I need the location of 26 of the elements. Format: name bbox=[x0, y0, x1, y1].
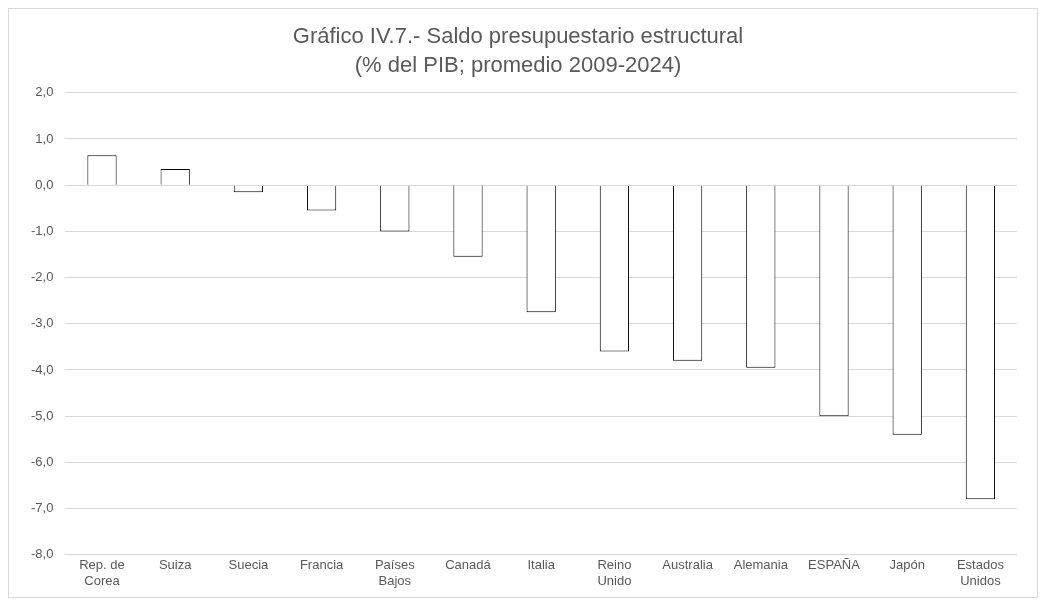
y-tick-label: 1,0 bbox=[35, 130, 54, 146]
y-tick-label: -8,0 bbox=[30, 546, 54, 562]
chart-title: Gráfico IV.7.- Saldo presupuestario estructural bbox=[292, 23, 744, 49]
x-tick-label: Francia bbox=[299, 557, 345, 573]
x-tick-label: Reino Unido bbox=[597, 557, 632, 588]
x-tick-label: ESPAÑA bbox=[808, 557, 861, 573]
x-tick-label: Canadá bbox=[445, 557, 492, 573]
x-tick-label: Australia bbox=[662, 557, 714, 573]
chart-subtitle: (% del PIB; promedio 2009-2024) bbox=[354, 51, 682, 77]
x-tick-label: Estados Unidos bbox=[956, 557, 1005, 588]
y-tick-label: -7,0 bbox=[30, 500, 54, 516]
y-tick-label: 0,0 bbox=[35, 176, 54, 192]
x-tick-label: Suecia bbox=[228, 557, 270, 573]
x-tick-label: Países Bajos bbox=[374, 557, 416, 588]
x-tick-label: Alemania bbox=[733, 557, 789, 573]
y-tick-label: -3,0 bbox=[30, 315, 54, 331]
x-tick-label: Suiza bbox=[158, 557, 193, 573]
x-tick-label: Japón bbox=[889, 557, 925, 573]
y-tick-label: -1,0 bbox=[30, 222, 54, 238]
x-tick-label: Rep. de Corea bbox=[79, 557, 125, 588]
y-tick-label: -6,0 bbox=[30, 453, 54, 469]
y-tick-label: 2,0 bbox=[35, 84, 54, 100]
y-tick-label: -2,0 bbox=[30, 269, 54, 285]
y-tick-label: -4,0 bbox=[30, 361, 54, 377]
x-tick-label: Italia bbox=[527, 557, 556, 573]
y-tick-label: -5,0 bbox=[30, 407, 54, 423]
